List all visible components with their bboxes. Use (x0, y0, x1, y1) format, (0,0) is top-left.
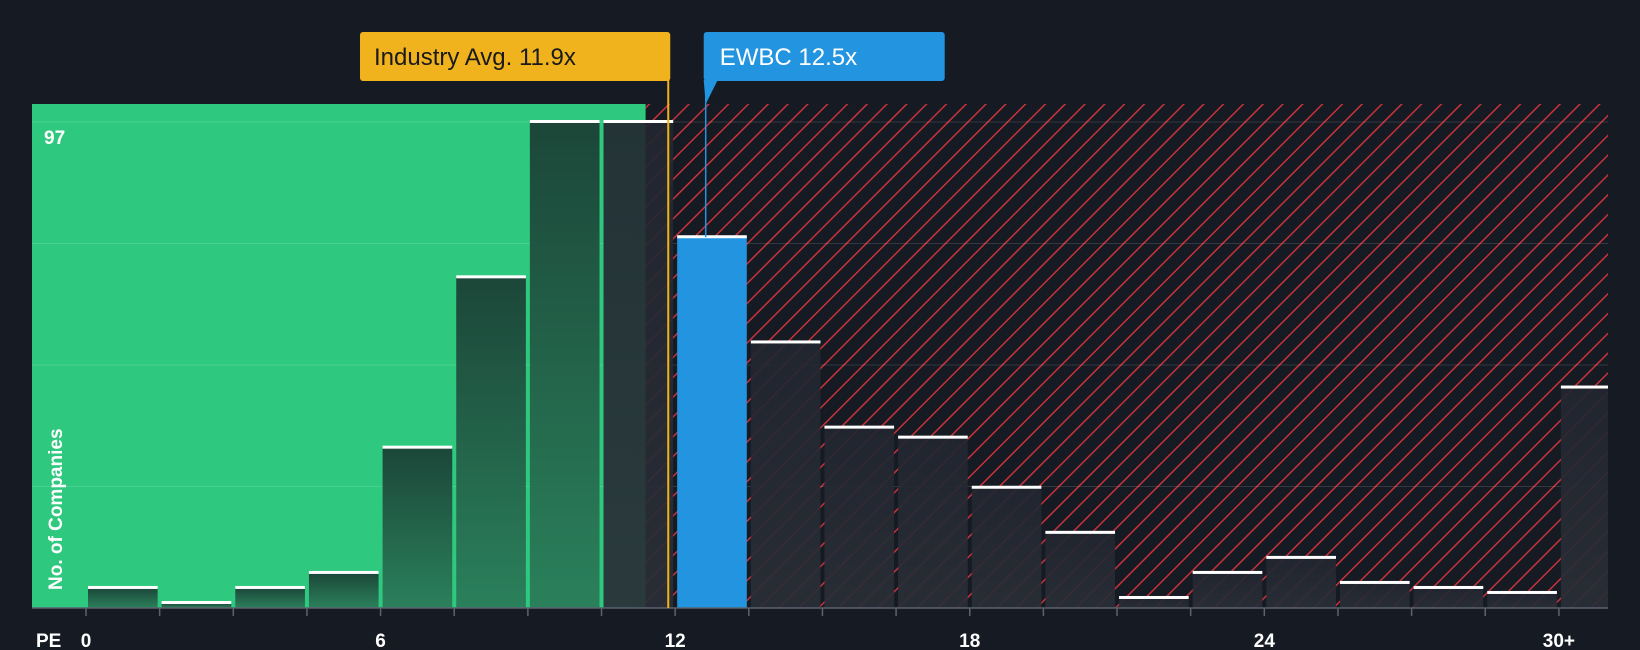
bar-cap (161, 600, 232, 604)
bar-cap (1045, 530, 1116, 534)
bar (898, 437, 968, 608)
bar (382, 447, 453, 608)
bar (1339, 582, 1410, 608)
bar-cap (750, 340, 821, 344)
bar-cap (456, 275, 526, 279)
x-tick-label: 30+ (1543, 631, 1575, 650)
industry-avg-label: Industry Avg. 11.9x (374, 44, 576, 71)
industry-avg-marker: Industry Avg. 11.9x (360, 32, 671, 608)
bar-cap (1413, 585, 1484, 589)
bar-cap (603, 120, 674, 123)
bar (603, 122, 674, 608)
x-tick-label: 6 (375, 631, 386, 650)
y-max-label: 97 (44, 128, 65, 149)
bar-cap (529, 120, 600, 123)
bar-cap (1339, 580, 1410, 584)
bar (971, 487, 1042, 608)
bar (161, 602, 232, 608)
bar (1560, 387, 1608, 608)
bar-cap (308, 570, 379, 574)
bar-cap (898, 435, 968, 439)
bar-cap (235, 585, 305, 589)
bar-cap (1192, 570, 1263, 574)
x-tick-label: 24 (1254, 631, 1276, 650)
histogram-bars (88, 122, 1608, 608)
bar (1266, 557, 1336, 608)
bar-cap (88, 585, 158, 589)
x-axis-ticks: 0 6 12 18 24 30+ (81, 608, 1575, 650)
bar-cap (1560, 385, 1608, 389)
bar (88, 587, 158, 608)
company-marker: EWBC 12.5x (703, 32, 945, 238)
bar-cap (677, 235, 747, 239)
bar (750, 342, 821, 608)
x-axis-label: PE (36, 631, 61, 650)
company-callout-pointer (703, 80, 718, 104)
bar (1192, 572, 1263, 608)
bar (308, 572, 379, 608)
bar (1119, 597, 1189, 608)
bar-company-bin (677, 237, 747, 608)
x-tick-label: 0 (81, 631, 92, 650)
bar-caps (88, 120, 1608, 604)
bar (824, 427, 895, 608)
bar-cap (971, 485, 1042, 489)
industry-avg-callout (360, 32, 671, 81)
company-pe-callout (703, 32, 945, 81)
bar-cap (1266, 555, 1336, 559)
bar-cap (1119, 595, 1189, 599)
company-pe-label: EWBC 12.5x (720, 44, 857, 71)
bar (456, 277, 526, 608)
bar (529, 122, 600, 608)
y-axis-label: No. of Companies (46, 428, 67, 590)
bar (1413, 587, 1484, 608)
bar-cap (824, 425, 895, 429)
bar (1045, 532, 1116, 608)
bar-cap (1487, 590, 1557, 594)
bar (1487, 592, 1557, 608)
x-tick-label: 12 (665, 631, 686, 650)
bar-cap (382, 445, 453, 449)
bar (235, 587, 305, 608)
x-tick-label: 18 (959, 631, 980, 650)
